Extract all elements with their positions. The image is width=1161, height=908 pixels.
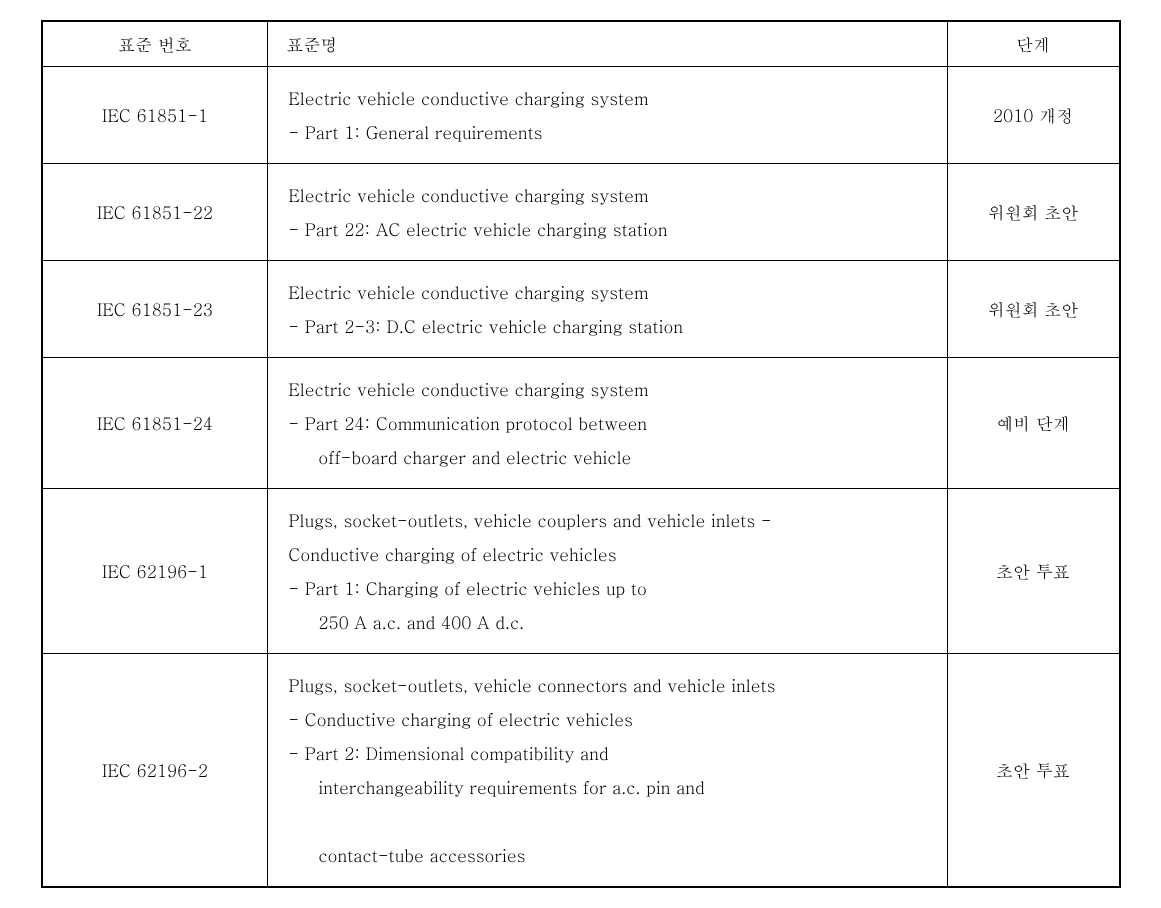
name-line: Electric vehicle conductive charging sys… [288, 86, 648, 110]
table-row: IEC 61851-24 Electric vehicle conductive… [42, 358, 1120, 489]
cell-standard-name: Electric vehicle conductive charging sys… [268, 67, 947, 164]
table-row: IEC 62196-2 Plugs, socket-outlets, vehic… [42, 654, 1120, 888]
name-line: Plugs, socket-outlets, vehicle couplers … [288, 508, 771, 532]
cell-stage: 초안 투표 [947, 489, 1120, 654]
header-row: 표준 번호 표준명 단계 [42, 21, 1120, 67]
cell-standard-no: IEC 61851-24 [42, 358, 268, 489]
standards-table-container: 표준 번호 표준명 단계 IEC 61851-1 Electric vehicl… [41, 20, 1121, 888]
name-line: Electric vehicle conductive charging sys… [288, 280, 648, 304]
table-row: IEC 61851-22 Electric vehicle conductive… [42, 164, 1120, 261]
standards-table: 표준 번호 표준명 단계 IEC 61851-1 Electric vehicl… [41, 20, 1121, 888]
cell-standard-name: Electric vehicle conductive charging sys… [268, 358, 947, 489]
table-header: 표준 번호 표준명 단계 [42, 21, 1120, 67]
table-row: IEC 61851-23 Electric vehicle conductive… [42, 261, 1120, 358]
name-line: 250 A a.c. and 400 A d.c. [288, 605, 928, 639]
cell-standard-no: IEC 61851-22 [42, 164, 268, 261]
name-line: - Part 22: AC electric vehicle charging … [288, 217, 667, 241]
cell-standard-no: IEC 62196-1 [42, 489, 268, 654]
name-line: - Part 1: General requirements [288, 120, 542, 144]
cell-standard-no: IEC 61851-1 [42, 67, 268, 164]
cell-standard-name: Electric vehicle conductive charging sys… [268, 164, 947, 261]
cell-stage: 예비 단계 [947, 358, 1120, 489]
name-line: Conductive charging of electric vehicles [288, 542, 616, 566]
cell-standard-name: Plugs, socket-outlets, vehicle couplers … [268, 489, 947, 654]
name-line: - Part 2: Dimensional compatibility and [288, 741, 608, 765]
header-standard-name: 표준명 [268, 21, 947, 67]
name-line: interchangeability requirements for a.c.… [288, 770, 928, 804]
cell-standard-no: IEC 62196-2 [42, 654, 268, 888]
cell-standard-no: IEC 61851-23 [42, 261, 268, 358]
name-line: - Part 1: Charging of electric vehicles … [288, 576, 647, 600]
name-line: - Part 24: Communication protocol betwee… [288, 411, 647, 435]
table-row: IEC 61851-1 Electric vehicle conductive … [42, 67, 1120, 164]
cell-standard-name: Plugs, socket-outlets, vehicle connector… [268, 654, 947, 888]
name-line: contact-tube accessories [288, 838, 928, 872]
name-line: - Conductive charging of electric vehicl… [288, 707, 632, 731]
name-line: Plugs, socket-outlets, vehicle connector… [288, 673, 775, 697]
cell-stage: 위원회 초안 [947, 164, 1120, 261]
name-line: Electric vehicle conductive charging sys… [288, 183, 648, 207]
table-body: IEC 61851-1 Electric vehicle conductive … [42, 67, 1120, 888]
table-row: IEC 62196-1 Plugs, socket-outlets, vehic… [42, 489, 1120, 654]
cell-stage: 위원회 초안 [947, 261, 1120, 358]
header-standard-no: 표준 번호 [42, 21, 268, 67]
cell-stage: 2010 개정 [947, 67, 1120, 164]
name-line: Electric vehicle conductive charging sys… [288, 377, 648, 401]
cell-stage: 초안 투표 [947, 654, 1120, 888]
header-stage: 단계 [947, 21, 1120, 67]
cell-standard-name: Electric vehicle conductive charging sys… [268, 261, 947, 358]
name-line: off-board charger and electric vehicle [288, 440, 928, 474]
name-line: - Part 2-3: D.C electric vehicle chargin… [288, 314, 683, 338]
